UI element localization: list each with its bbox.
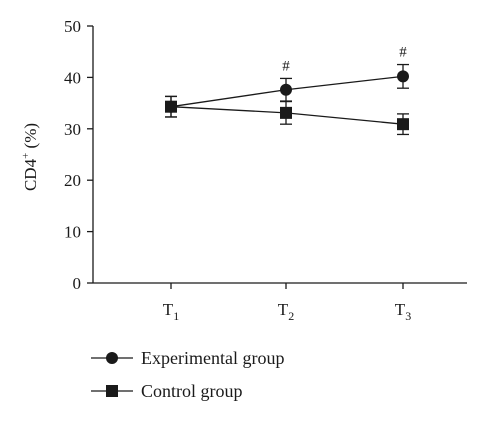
data-point-circle <box>397 70 409 83</box>
legend: Experimental group Control group <box>91 348 284 401</box>
y-tick-label: 20 <box>64 171 81 190</box>
x-tick-label-base: T <box>163 300 174 319</box>
legend-item: Experimental group <box>91 348 284 368</box>
x-tick-label: T1 <box>163 300 179 323</box>
y-tick-label: 30 <box>64 120 81 139</box>
y-axis-label-superscript: + <box>20 153 32 159</box>
y-axis-label: CD4+ (%) <box>20 123 40 191</box>
y-tick-label: 50 <box>64 17 81 36</box>
x-tick-label-subscript: 1 <box>173 309 179 323</box>
significance-marker: # <box>399 45 407 61</box>
series-control <box>165 95 409 136</box>
x-tick-label-subscript: 2 <box>288 309 294 323</box>
y-tick-label: 40 <box>64 68 81 87</box>
y-axis-label-main: CD4 <box>21 158 40 191</box>
data-point-square <box>165 100 177 113</box>
legend-label: Experimental group <box>141 348 284 368</box>
legend-item: Control group <box>91 381 243 401</box>
legend-label: Control group <box>141 381 243 401</box>
axes <box>92 26 467 284</box>
x-tick-label-base: T <box>395 300 406 319</box>
y-tick-label: 0 <box>73 274 82 293</box>
legend-marker-square <box>106 385 118 397</box>
significance-marker: # <box>282 58 290 74</box>
y-tick-label: 10 <box>64 223 81 242</box>
x-tick-label: T2 <box>278 300 294 323</box>
data-point-circle <box>280 83 292 96</box>
x-ticks: T1 T2 T3 <box>163 283 411 323</box>
plot-area: ## <box>165 45 409 136</box>
data-point-square <box>397 118 409 131</box>
series-experimental: ## <box>165 45 409 118</box>
y-axis-label-unit: (%) <box>21 123 40 153</box>
x-tick-label: T3 <box>395 300 411 323</box>
x-tick-label-base: T <box>278 300 289 319</box>
data-point-square <box>280 106 292 119</box>
y-ticks: 0 10 20 30 40 50 <box>64 17 93 293</box>
x-tick-label-subscript: 3 <box>405 309 411 323</box>
legend-marker-circle <box>106 352 118 364</box>
